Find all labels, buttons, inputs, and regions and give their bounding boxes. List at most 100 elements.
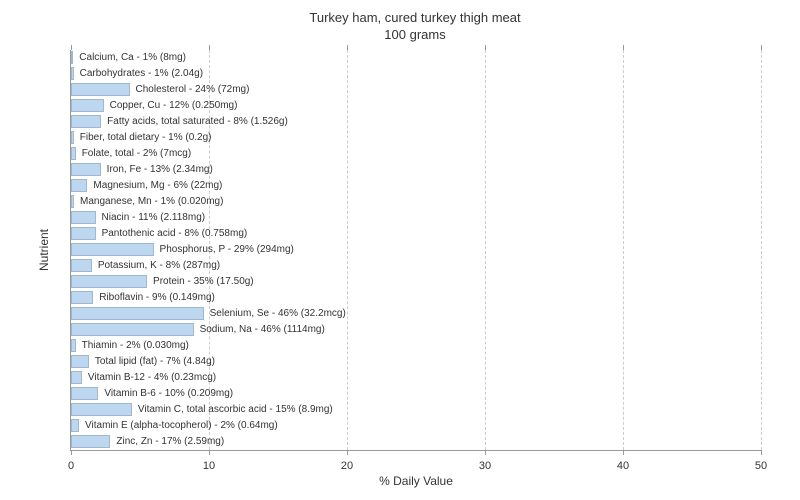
nutrient-bar bbox=[71, 419, 79, 432]
gridline bbox=[347, 50, 348, 450]
tick-top bbox=[347, 45, 348, 50]
nutrient-bar-label: Magnesium, Mg - 6% (22mg) bbox=[93, 180, 222, 191]
bar-row: Magnesium, Mg - 6% (22mg) bbox=[71, 179, 208, 192]
tick-top bbox=[71, 45, 72, 50]
nutrient-bar bbox=[71, 275, 147, 288]
x-tick-label: 30 bbox=[479, 460, 491, 472]
tick-bottom bbox=[485, 450, 486, 455]
bar-row: Protein - 35% (17.50g) bbox=[71, 275, 180, 288]
bar-row: Vitamin B-12 - 4% (0.23mcg) bbox=[71, 371, 207, 384]
plot-area: Nutrient % Daily Value 01020304050Calciu… bbox=[70, 50, 761, 451]
nutrient-bar bbox=[71, 211, 96, 224]
tick-bottom bbox=[209, 450, 210, 455]
nutrient-bar bbox=[71, 371, 82, 384]
bar-row: Fatty acids, total saturated - 8% (1.526… bbox=[71, 115, 260, 128]
tick-bottom bbox=[347, 450, 348, 455]
nutrient-bar bbox=[71, 131, 74, 144]
nutrient-bar bbox=[71, 307, 204, 320]
bar-row: Phosphorus, P - 29% (294mg) bbox=[71, 243, 213, 256]
nutrient-bar bbox=[71, 115, 101, 128]
tick-bottom bbox=[71, 450, 72, 455]
nutrient-bar-label: Fatty acids, total saturated - 8% (1.526… bbox=[107, 116, 288, 127]
x-tick-label: 50 bbox=[755, 460, 767, 472]
bar-row: Thiamin - 2% (0.030mg) bbox=[71, 339, 186, 352]
nutrient-bar-label: Riboflavin - 9% (0.149mg) bbox=[99, 292, 215, 303]
tick-bottom bbox=[623, 450, 624, 455]
nutrient-bar-label: Carbohydrates - 1% (2.04g) bbox=[80, 68, 203, 79]
gridline bbox=[485, 50, 486, 450]
nutrient-bar-label: Folate, total - 2% (7mcg) bbox=[82, 148, 191, 159]
bar-row: Manganese, Mn - 1% (0.020mg) bbox=[71, 195, 222, 208]
bar-row: Total lipid (fat) - 7% (4.84g) bbox=[71, 355, 199, 368]
x-tick-label: 20 bbox=[341, 460, 353, 472]
tick-top bbox=[623, 45, 624, 50]
x-tick-label: 10 bbox=[203, 460, 215, 472]
bar-row: Pantothenic acid - 8% (0.758mg) bbox=[71, 227, 225, 240]
bar-row: Cholesterol - 24% (72mg) bbox=[71, 83, 193, 96]
tick-top bbox=[761, 45, 762, 50]
nutrient-bar-label: Selenium, Se - 46% (32.2mcg) bbox=[210, 308, 346, 319]
nutrient-chart: Turkey ham, cured turkey thigh meat 100 … bbox=[0, 0, 800, 500]
nutrient-bar-label: Thiamin - 2% (0.030mg) bbox=[82, 340, 189, 351]
nutrient-bar bbox=[71, 339, 76, 352]
bar-row: Zinc, Zn - 17% (2.59mg) bbox=[71, 435, 187, 448]
tick-top bbox=[485, 45, 486, 50]
gridline bbox=[623, 50, 624, 450]
nutrient-bar-label: Fiber, total dietary - 1% (0.2g) bbox=[80, 132, 212, 143]
nutrient-bar-label: Vitamin B-6 - 10% (0.209mg) bbox=[104, 388, 233, 399]
nutrient-bar bbox=[71, 99, 104, 112]
bar-row: Selenium, Se - 46% (32.2mcg) bbox=[71, 307, 215, 320]
nutrient-bar-label: Sodium, Na - 46% (1114mg) bbox=[200, 324, 325, 335]
nutrient-bar-label: Pantothenic acid - 8% (0.758mg) bbox=[102, 228, 248, 239]
nutrient-bar bbox=[71, 403, 132, 416]
y-axis-label: Nutrient bbox=[37, 229, 51, 271]
bar-row: Riboflavin - 9% (0.149mg) bbox=[71, 291, 195, 304]
nutrient-bar-label: Niacin - 11% (2.118mg) bbox=[102, 212, 206, 223]
bar-row: Niacin - 11% (2.118mg) bbox=[71, 211, 183, 224]
bar-row: Fiber, total dietary - 1% (0.2g) bbox=[71, 131, 211, 144]
nutrient-bar bbox=[71, 195, 74, 208]
nutrient-bar bbox=[71, 51, 73, 64]
tick-top bbox=[209, 45, 210, 50]
nutrient-bar bbox=[71, 243, 154, 256]
bar-row: Folate, total - 2% (7mcg) bbox=[71, 147, 188, 160]
bar-row: Vitamin C, total ascorbic acid - 15% (8.… bbox=[71, 403, 274, 416]
nutrient-bar bbox=[71, 67, 74, 80]
x-axis-label: % Daily Value bbox=[379, 474, 453, 488]
nutrient-bar-label: Vitamin B-12 - 4% (0.23mcg) bbox=[88, 372, 216, 383]
nutrient-bar bbox=[71, 323, 194, 336]
nutrient-bar-label: Zinc, Zn - 17% (2.59mg) bbox=[116, 436, 224, 447]
bar-row: Calcium, Ca - 1% (8mg) bbox=[71, 51, 186, 64]
nutrient-bar bbox=[71, 83, 130, 96]
nutrient-bar-label: Cholesterol - 24% (72mg) bbox=[136, 84, 250, 95]
nutrient-bar-label: Potassium, K - 8% (287mg) bbox=[98, 260, 220, 271]
bar-row: Potassium, K - 8% (287mg) bbox=[71, 259, 201, 272]
nutrient-bar bbox=[71, 435, 110, 448]
bar-row: Iron, Fe - 13% (2.34mg) bbox=[71, 163, 185, 176]
nutrient-bar bbox=[71, 387, 98, 400]
nutrient-bar-label: Vitamin E (alpha-tocopherol) - 2% (0.64m… bbox=[85, 420, 278, 431]
nutrient-bar bbox=[71, 179, 87, 192]
gridline bbox=[761, 50, 762, 450]
nutrient-bar-label: Phosphorus, P - 29% (294mg) bbox=[160, 244, 294, 255]
bar-row: Carbohydrates - 1% (2.04g) bbox=[71, 67, 202, 80]
chart-title: Turkey ham, cured turkey thigh meat 100 … bbox=[70, 10, 760, 44]
nutrient-bar bbox=[71, 259, 92, 272]
bar-row: Vitamin E (alpha-tocopherol) - 2% (0.64m… bbox=[71, 419, 272, 432]
x-tick-label: 40 bbox=[617, 460, 629, 472]
nutrient-bar-label: Protein - 35% (17.50g) bbox=[153, 276, 254, 287]
nutrient-bar bbox=[71, 227, 96, 240]
bar-row: Copper, Cu - 12% (0.250mg) bbox=[71, 99, 207, 112]
nutrient-bar-label: Vitamin C, total ascorbic acid - 15% (8.… bbox=[138, 404, 333, 415]
x-tick-label: 0 bbox=[68, 460, 74, 472]
bar-row: Sodium, Na - 46% (1114mg) bbox=[71, 323, 204, 336]
tick-bottom bbox=[761, 450, 762, 455]
title-line-2: 100 grams bbox=[70, 27, 760, 44]
title-line-1: Turkey ham, cured turkey thigh meat bbox=[70, 10, 760, 27]
nutrient-bar bbox=[71, 147, 76, 160]
nutrient-bar bbox=[71, 163, 101, 176]
nutrient-bar-label: Copper, Cu - 12% (0.250mg) bbox=[110, 100, 238, 111]
nutrient-bar-label: Total lipid (fat) - 7% (4.84g) bbox=[95, 356, 215, 367]
nutrient-bar bbox=[71, 355, 89, 368]
nutrient-bar bbox=[71, 291, 93, 304]
